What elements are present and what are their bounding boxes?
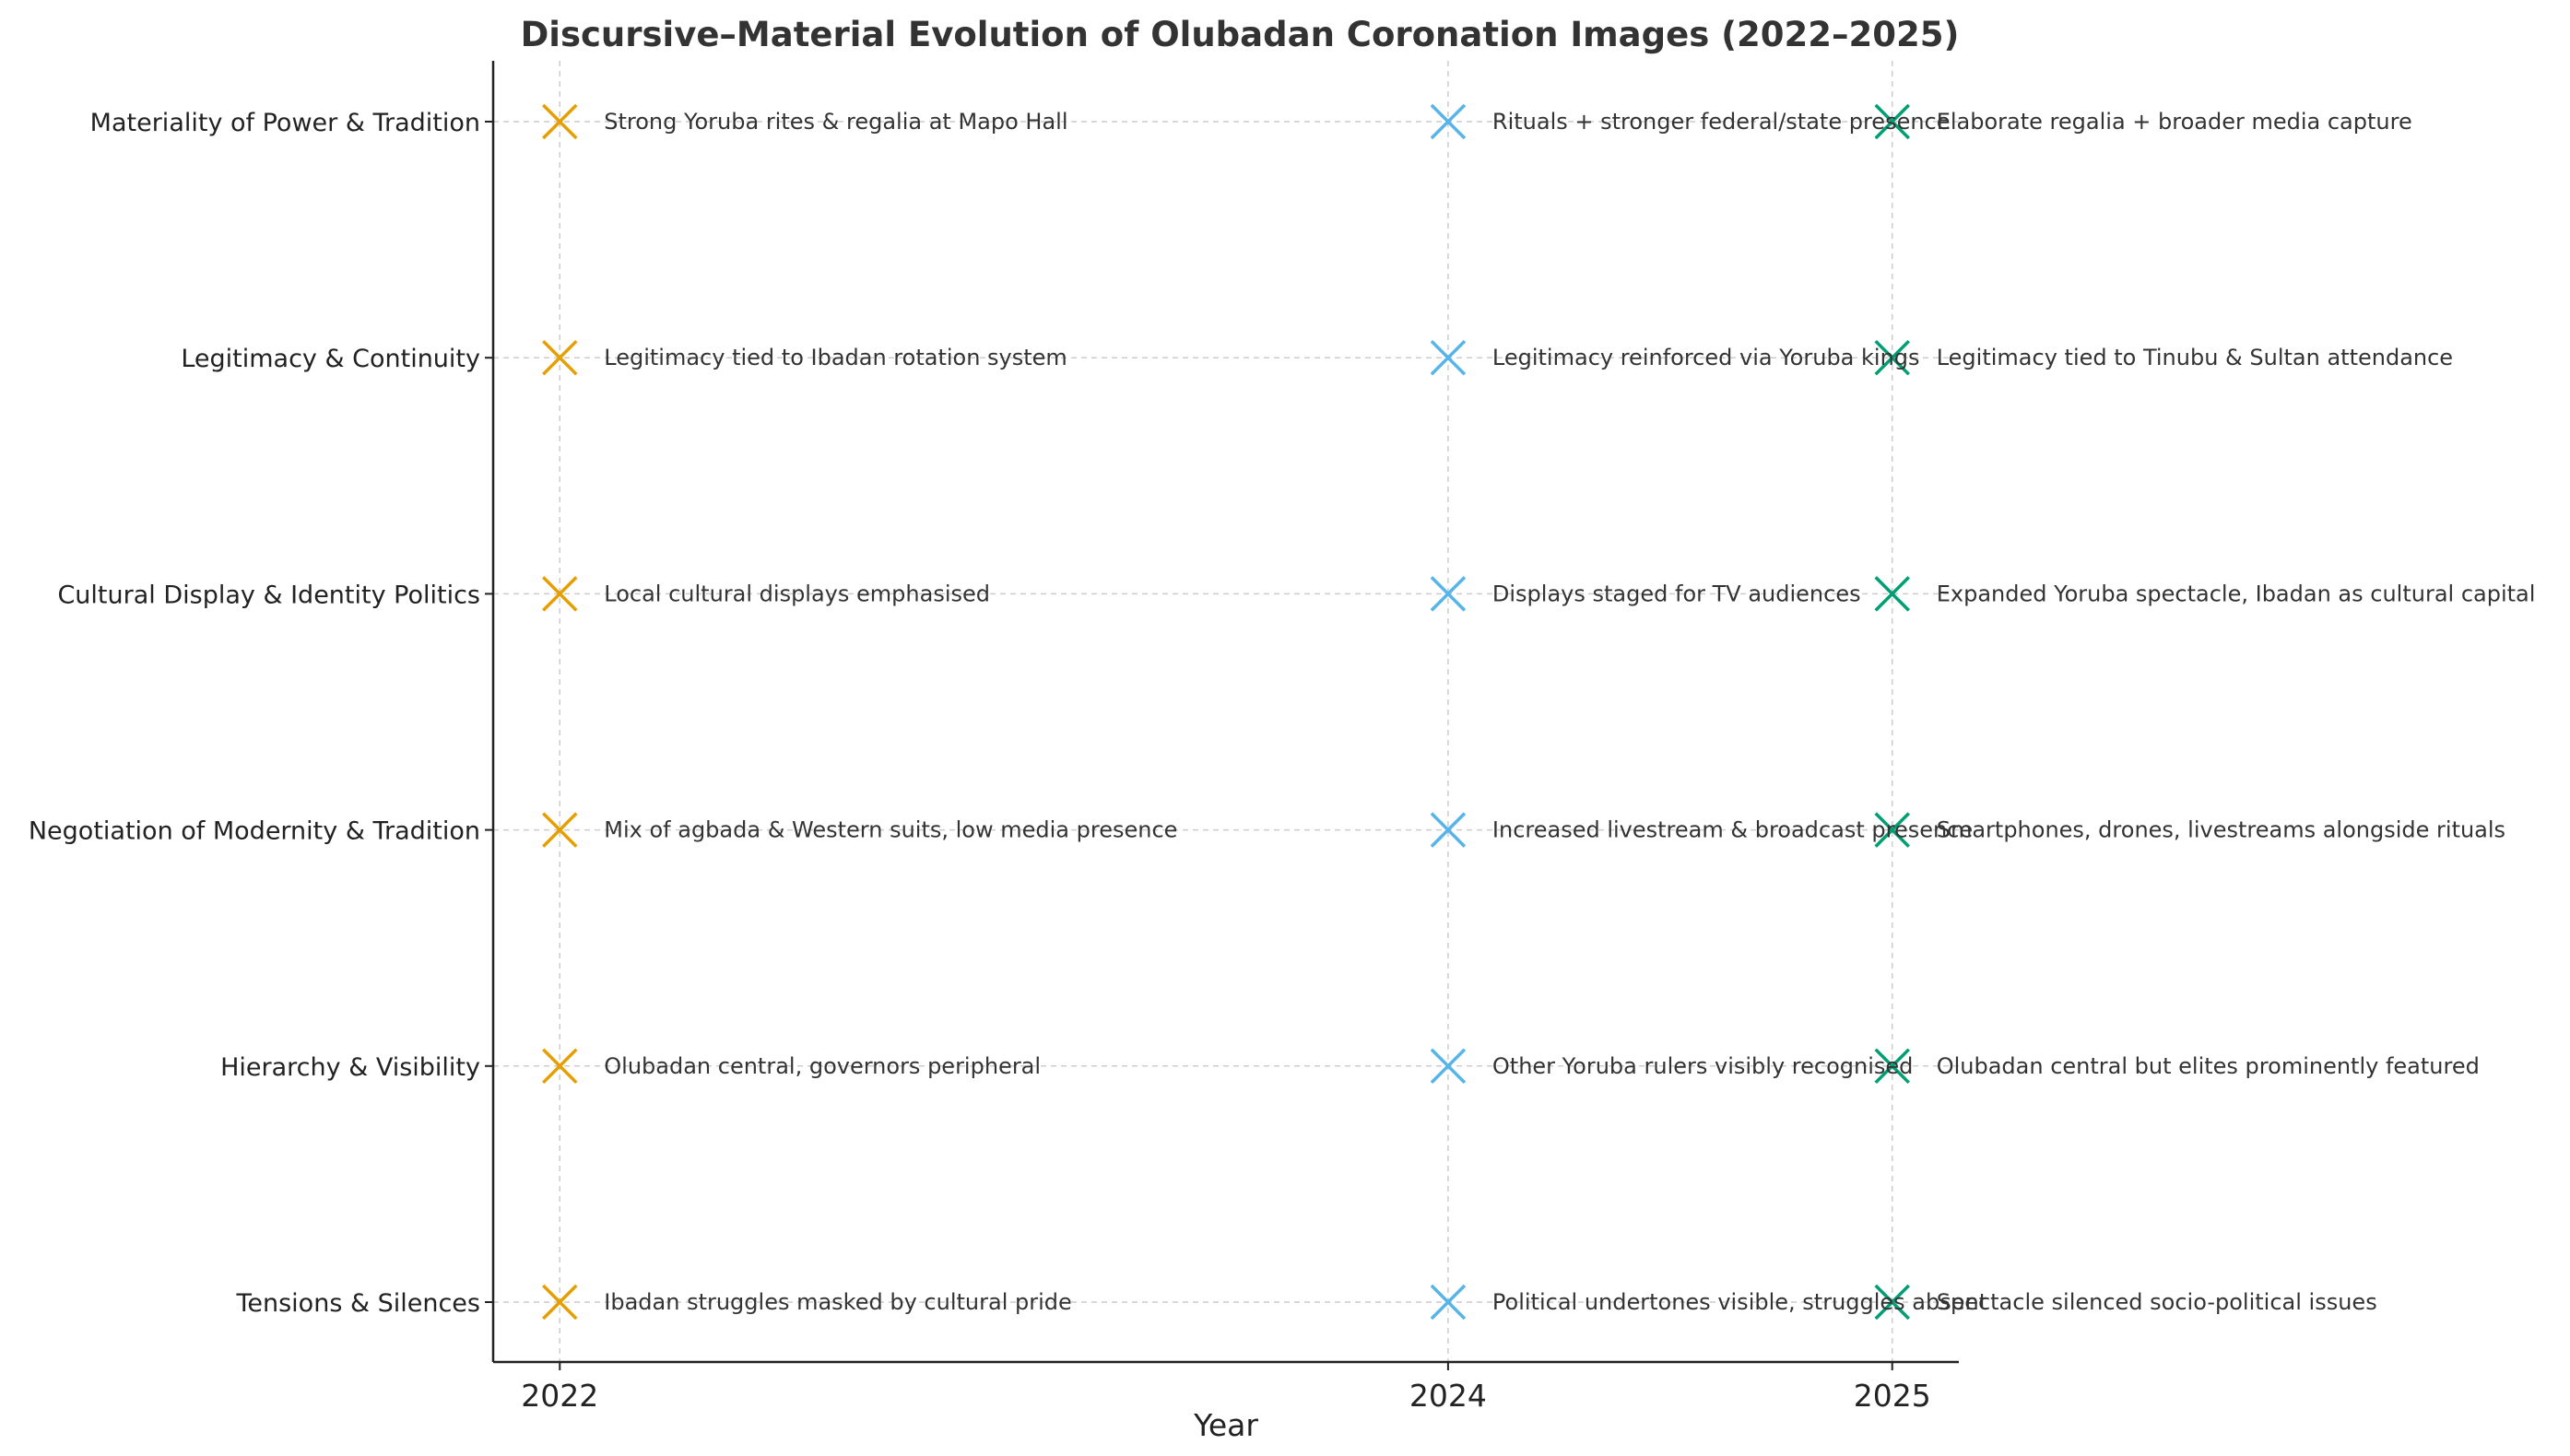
grid-layer (493, 61, 1959, 1362)
data-point-marker (1430, 576, 1467, 612)
marker-stroke (1874, 1284, 1910, 1321)
marker-stroke (542, 576, 578, 612)
marker-stroke (1430, 339, 1467, 376)
y-tick-label: Legitimacy & Continuity (181, 345, 480, 373)
data-point-annotation: Other Yoruba rulers visibly recognised (1492, 1053, 1913, 1079)
data-point-annotation: Rituals + stronger federal/state presenc… (1492, 109, 1951, 135)
marker-stroke (1874, 812, 1910, 848)
x-tick-label: 2022 (521, 1378, 598, 1414)
data-point-annotation: Ibadan struggles masked by cultural prid… (604, 1289, 1072, 1315)
data-point-marker (1430, 812, 1467, 848)
marker-stroke (1430, 1284, 1467, 1321)
y-tick-label: Cultural Display & Identity Politics (57, 581, 480, 609)
data-point-marker (1874, 812, 1910, 848)
data-point-annotation: Elaborate regalia + broader media captur… (1937, 109, 2412, 135)
data-point-annotation: Legitimacy tied to Ibadan rotation syste… (604, 345, 1067, 370)
marker-stroke (1430, 812, 1467, 848)
marker-stroke (542, 103, 578, 140)
y-tick-label: Materiality of Power & Tradition (90, 109, 480, 137)
data-point-annotation: Spectacle silenced socio-political issue… (1937, 1289, 2377, 1315)
data-point-marker (1874, 103, 1910, 140)
data-point-marker (542, 1284, 578, 1321)
x-axis-label: Year (1193, 1407, 1258, 1443)
marker-stroke (1874, 339, 1910, 376)
data-point-marker (542, 103, 578, 140)
data-point-marker (1874, 576, 1910, 612)
data-point-marker (542, 576, 578, 612)
data-point-marker (1874, 339, 1910, 376)
marker-stroke (1874, 103, 1910, 140)
data-point-marker (1874, 1284, 1910, 1321)
data-point-marker (1430, 103, 1467, 140)
data-point-marker (542, 812, 578, 848)
data-point-annotation: Displays staged for TV audiences (1492, 581, 1861, 606)
data-point-annotation: Strong Yoruba rites & regalia at Mapo Ha… (604, 109, 1067, 135)
y-tick-label: Negotiation of Modernity & Tradition (29, 817, 480, 846)
x-tick-label: 2025 (1854, 1378, 1931, 1414)
x-tick-label: 2024 (1409, 1378, 1487, 1414)
data-point-annotation: Olubadan central, governors peripheral (604, 1053, 1041, 1079)
data-point-annotation: Political undertones visible, struggles … (1492, 1289, 1987, 1315)
marks-layer (542, 103, 1910, 1321)
data-point-annotation: Legitimacy tied to Tinubu & Sultan atten… (1937, 345, 2453, 370)
data-point-annotation: Smartphones, drones, livestreams alongsi… (1937, 817, 2505, 843)
data-point-marker (1430, 1284, 1467, 1321)
marker-stroke (1430, 1048, 1467, 1085)
marker-stroke (1430, 576, 1467, 612)
data-point-annotation: Mix of agbada & Western suits, low media… (604, 817, 1177, 843)
marker-stroke (542, 339, 578, 376)
y-tick-label: Hierarchy & Visibility (220, 1053, 480, 1082)
data-point-annotation: Olubadan central but elites prominently … (1937, 1053, 2480, 1079)
data-point-marker (1874, 1048, 1910, 1085)
marker-stroke (542, 812, 578, 848)
data-point-annotation: Legitimacy reinforced via Yoruba kings (1492, 345, 1920, 370)
data-point-marker (542, 1048, 578, 1085)
data-point-annotation: Expanded Yoruba spectacle, Ibadan as cul… (1937, 581, 2536, 606)
data-point-marker (1430, 339, 1467, 376)
marker-stroke (1874, 1048, 1910, 1085)
data-point-annotation: Increased livestream & broadcast presenc… (1492, 817, 1973, 843)
chart-title: Discursive–Material Evolution of Olubada… (521, 15, 1960, 54)
annotation-layer: Strong Yoruba rites & regalia at Mapo Ha… (604, 109, 2535, 1315)
data-point-marker (1430, 1048, 1467, 1085)
marker-stroke (1874, 576, 1910, 612)
data-point-annotation: Local cultural displays emphasised (604, 581, 990, 606)
y-tick-label: Tensions & Silences (235, 1289, 480, 1318)
marker-stroke (542, 1048, 578, 1085)
data-point-marker (542, 339, 578, 376)
marker-stroke (542, 1284, 578, 1321)
marker-stroke (1430, 103, 1467, 140)
axes-layer: Materiality of Power & Tradition Legitima… (29, 61, 1959, 1414)
